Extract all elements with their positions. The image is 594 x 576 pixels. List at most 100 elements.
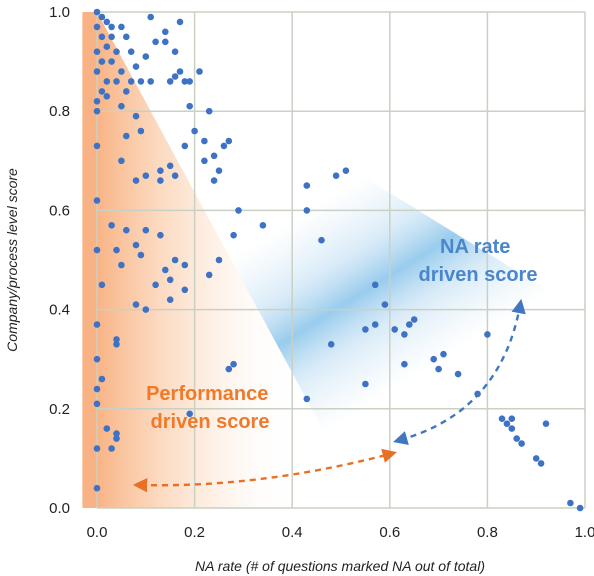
data-point xyxy=(93,23,101,31)
data-point xyxy=(123,226,130,234)
data-point xyxy=(118,68,125,75)
data-point xyxy=(103,43,111,50)
data-point xyxy=(132,63,140,70)
data-point xyxy=(157,231,164,239)
data-point xyxy=(93,98,101,105)
data-point xyxy=(93,107,101,115)
data-point xyxy=(303,395,311,403)
y-tick-labels: 0.0 0.2 0.4 0.6 0.8 1.0 xyxy=(49,4,70,517)
data-point xyxy=(103,78,111,85)
data-point xyxy=(332,172,340,179)
data-point xyxy=(371,281,379,289)
data-point xyxy=(508,425,516,432)
data-point xyxy=(440,350,447,358)
data-point xyxy=(98,13,106,21)
data-point xyxy=(132,301,140,308)
data-point xyxy=(303,182,311,189)
annotation-arrows xyxy=(132,298,526,493)
data-point xyxy=(259,222,267,229)
data-point xyxy=(137,127,145,135)
data-point xyxy=(152,38,159,46)
data-point xyxy=(93,48,101,55)
data-point xyxy=(93,197,101,204)
data-point xyxy=(93,385,101,393)
data-point xyxy=(430,355,438,363)
y-tick-label: 0.6 xyxy=(49,202,70,219)
data-point xyxy=(235,207,242,214)
data-point xyxy=(401,360,408,368)
data-point xyxy=(186,410,193,418)
data-point xyxy=(93,484,101,492)
data-point xyxy=(108,33,115,41)
data-point xyxy=(176,68,184,75)
data-point xyxy=(118,157,125,165)
na-rate-arrow xyxy=(393,298,526,445)
data-point xyxy=(215,256,223,264)
data-point xyxy=(98,375,106,383)
data-point xyxy=(201,137,208,145)
data-point xyxy=(508,415,516,423)
data-point xyxy=(166,276,174,284)
data-point xyxy=(162,38,169,46)
data-point xyxy=(186,78,193,85)
performance-region xyxy=(82,12,366,508)
data-point xyxy=(230,231,237,239)
data-point xyxy=(108,58,115,65)
data-point xyxy=(225,137,233,145)
data-point xyxy=(123,88,130,95)
x-tick-label: 0.4 xyxy=(282,524,303,541)
data-point xyxy=(205,107,213,115)
data-point xyxy=(410,316,418,323)
data-point xyxy=(162,266,169,274)
data-point xyxy=(454,370,462,378)
data-point xyxy=(181,286,189,294)
data-point xyxy=(98,281,106,289)
data-point xyxy=(215,167,223,174)
data-point xyxy=(532,455,540,462)
na-rate-annotation: NA rate driven score xyxy=(419,236,538,286)
performance-annotation: Performance driven score xyxy=(146,383,274,433)
data-point xyxy=(108,23,115,31)
data-point xyxy=(113,341,120,348)
data-point xyxy=(537,460,545,467)
data-point xyxy=(152,281,159,289)
data-point xyxy=(484,331,491,338)
data-point xyxy=(201,157,208,165)
data-point xyxy=(93,246,101,254)
data-point xyxy=(98,58,106,65)
y-axis-title: Company/process level score xyxy=(4,168,20,352)
data-point xyxy=(567,499,574,507)
data-point xyxy=(108,222,115,229)
data-point xyxy=(118,102,125,110)
data-point xyxy=(113,435,120,442)
data-point xyxy=(123,33,130,41)
data-point xyxy=(171,256,179,264)
y-tick-label: 0.8 xyxy=(49,103,70,120)
x-axis-title: NA rate (# of questions marked NA out of… xyxy=(195,558,485,574)
data-point xyxy=(142,53,150,60)
data-point xyxy=(381,301,389,308)
data-point xyxy=(191,127,198,135)
data-point xyxy=(171,172,179,179)
x-tick-label: 0.0 xyxy=(87,524,108,541)
data-point xyxy=(157,177,164,184)
data-point xyxy=(435,365,442,373)
data-point xyxy=(93,8,101,16)
performance-annotation-line2: driven score xyxy=(151,411,270,433)
data-point xyxy=(93,400,101,408)
data-point xyxy=(137,251,145,259)
y-tick-label: 0.2 xyxy=(49,401,70,418)
data-point xyxy=(113,430,120,437)
data-point xyxy=(362,380,369,388)
data-point xyxy=(205,271,213,279)
data-point xyxy=(166,78,174,85)
data-point xyxy=(171,48,179,55)
data-point xyxy=(127,78,135,85)
data-point xyxy=(371,321,379,328)
data-point xyxy=(142,226,150,234)
data-point xyxy=(132,241,140,249)
data-point xyxy=(162,28,169,36)
y-tick-label: 0.4 xyxy=(49,302,70,319)
data-point xyxy=(142,306,150,313)
